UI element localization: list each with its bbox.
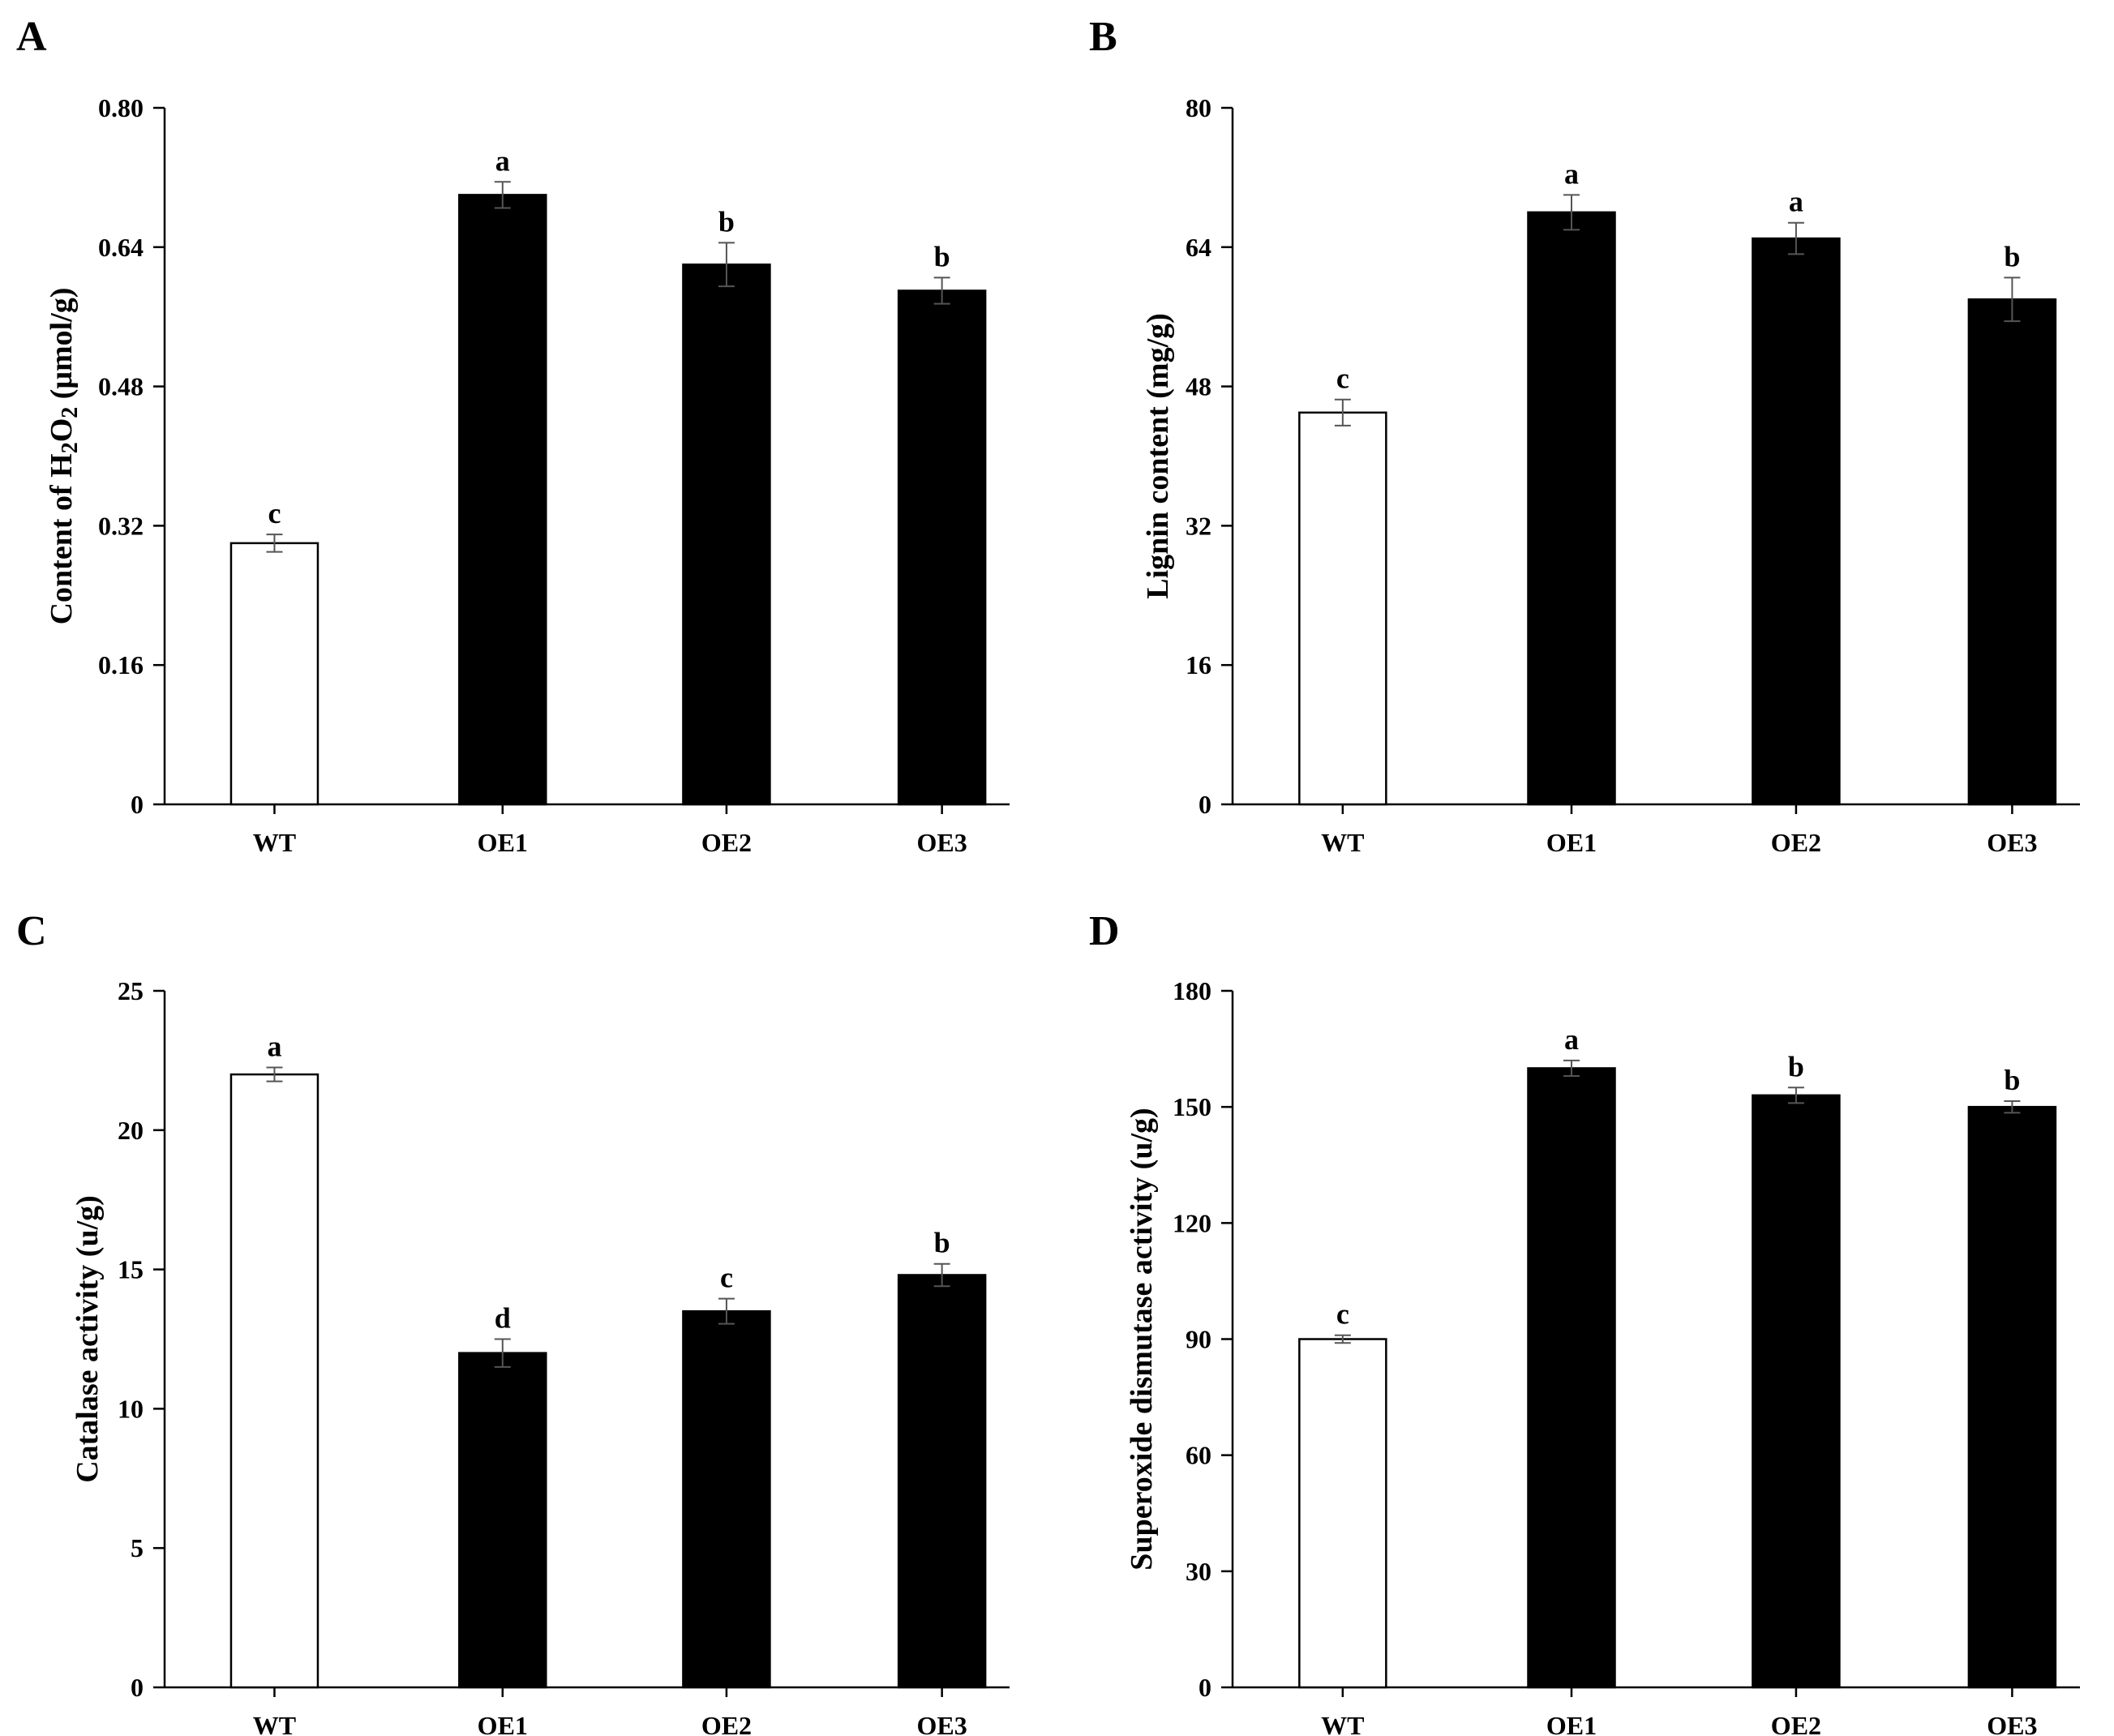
significance-label: a	[1789, 186, 1803, 218]
bar-oe2	[682, 264, 771, 806]
y-axis-label-part: O	[45, 418, 79, 443]
x-tick-label: OE3	[917, 1711, 967, 1736]
significance-label: a	[495, 144, 510, 177]
significance-label: b	[934, 1227, 950, 1259]
significance-label: b	[2004, 240, 2020, 272]
x-tick-label: OE3	[1987, 828, 2037, 857]
y-tick-label: 30	[1186, 1557, 1211, 1586]
x-tick-label: WT	[1321, 1711, 1364, 1736]
x-tick-label: WT	[1321, 828, 1364, 857]
x-tick-label: WT	[253, 1711, 296, 1736]
y-tick-label: 0	[1199, 790, 1211, 819]
y-tick-label: 0	[131, 790, 144, 819]
y-tick-label: 48	[1186, 372, 1211, 401]
bar-oe3	[1967, 1105, 2057, 1689]
panel-letter: D	[1089, 908, 1120, 954]
x-tick-label: OE1	[1546, 1711, 1597, 1736]
significance-label: c	[268, 497, 281, 529]
y-tick-label: 15	[118, 1255, 144, 1284]
significance-label: b	[718, 205, 735, 238]
bar-oe2	[682, 1310, 771, 1689]
significance-label: a	[1564, 157, 1579, 190]
panel-d: D 0 30 60 90 120 150 180 c WT a OE1 b OE2 b OE3 Superoxi…	[1089, 908, 2080, 1736]
y-tick-label: 120	[1173, 1208, 1211, 1237]
significance-label: c	[1336, 362, 1349, 395]
y-axis-label-part: 2	[58, 442, 83, 453]
bar-oe1	[1527, 211, 1616, 806]
bar-wt	[1298, 1338, 1387, 1689]
panel-letter: C	[16, 908, 47, 954]
bar-oe1	[458, 194, 547, 806]
bar-wt	[1298, 411, 1387, 806]
y-tick-label: 0.64	[98, 233, 144, 262]
y-tick-label: 0.32	[98, 511, 144, 540]
x-tick-label: OE1	[1546, 828, 1597, 857]
y-tick-label: 16	[1186, 650, 1211, 679]
x-tick-label: OE2	[701, 828, 752, 857]
bar-oe3	[897, 289, 987, 806]
y-tick-label: 10	[118, 1394, 144, 1423]
panel-b: B 0 16 32 48 64 80 c WT a OE1 a OE2 b OE3 Lignin conten…	[1089, 14, 2080, 857]
x-tick-label: OE2	[1771, 828, 1821, 857]
x-tick-label: WT	[253, 828, 296, 857]
bar-oe3	[1967, 298, 2057, 806]
significance-label: c	[1336, 1298, 1349, 1331]
panel-a: A 0 0.16 0.32 0.48 0.64 0.80 c WT a OE1 b OE2 b OE3 Con…	[16, 14, 1010, 857]
x-tick-label: OE1	[478, 828, 528, 857]
y-tick-label: 5	[131, 1533, 144, 1562]
x-tick-label: OE2	[701, 1711, 752, 1736]
y-axis-label: Superoxide dismutase activity (u/g)	[1125, 1108, 1159, 1570]
y-tick-label: 0.48	[98, 372, 144, 401]
significance-label: c	[720, 1262, 733, 1294]
significance-label: b	[1788, 1050, 1804, 1082]
bar-oe1	[1527, 1067, 1616, 1689]
y-tick-label: 0.16	[98, 650, 144, 679]
y-tick-label: 32	[1186, 511, 1211, 540]
significance-label: d	[495, 1302, 511, 1335]
x-tick-label: OE3	[917, 828, 967, 857]
significance-label: a	[1564, 1023, 1579, 1056]
bar-wt	[229, 542, 319, 806]
significance-label: b	[934, 240, 950, 272]
panel-letter: A	[16, 14, 47, 60]
bar-oe1	[458, 1352, 547, 1689]
y-tick-label: 0	[1199, 1673, 1211, 1702]
y-tick-label: 25	[118, 976, 144, 1005]
y-axis-label: Catalase activity (u/g)	[71, 1195, 105, 1483]
y-tick-label: 60	[1186, 1441, 1211, 1470]
y-axis-label-part: (μmol/g)	[45, 288, 79, 407]
significance-label: b	[2004, 1064, 2020, 1096]
y-tick-label: 20	[118, 1116, 144, 1145]
panel-c: C 0 5 10 15 20 25 a WT d OE1 c OE2 b OE3 Catalase activ…	[16, 908, 1010, 1736]
bar-oe3	[897, 1274, 987, 1689]
y-axis-label: Content of H2O2 (μmol/g)	[45, 288, 83, 625]
bar-wt	[229, 1073, 319, 1689]
x-tick-label: OE3	[1987, 1711, 2037, 1736]
y-axis-label: Lignin content (mg/g)	[1141, 313, 1175, 599]
x-tick-label: OE2	[1771, 1711, 1821, 1736]
y-tick-label: 80	[1186, 93, 1211, 122]
y-axis-label-part: 2	[58, 407, 83, 418]
y-tick-label: 90	[1186, 1325, 1211, 1354]
y-tick-label: 64	[1186, 233, 1211, 262]
significance-label: a	[267, 1030, 281, 1062]
x-tick-label: OE1	[478, 1711, 528, 1736]
bar-oe2	[1752, 237, 1841, 806]
y-tick-label: 0	[131, 1673, 144, 1702]
y-axis-label-part: Content of H	[45, 453, 79, 624]
y-tick-label: 180	[1173, 976, 1211, 1005]
bar-oe2	[1752, 1094, 1841, 1689]
y-tick-label: 0.80	[98, 93, 144, 122]
y-tick-label: 150	[1173, 1092, 1211, 1121]
panel-letter: B	[1089, 14, 1117, 60]
